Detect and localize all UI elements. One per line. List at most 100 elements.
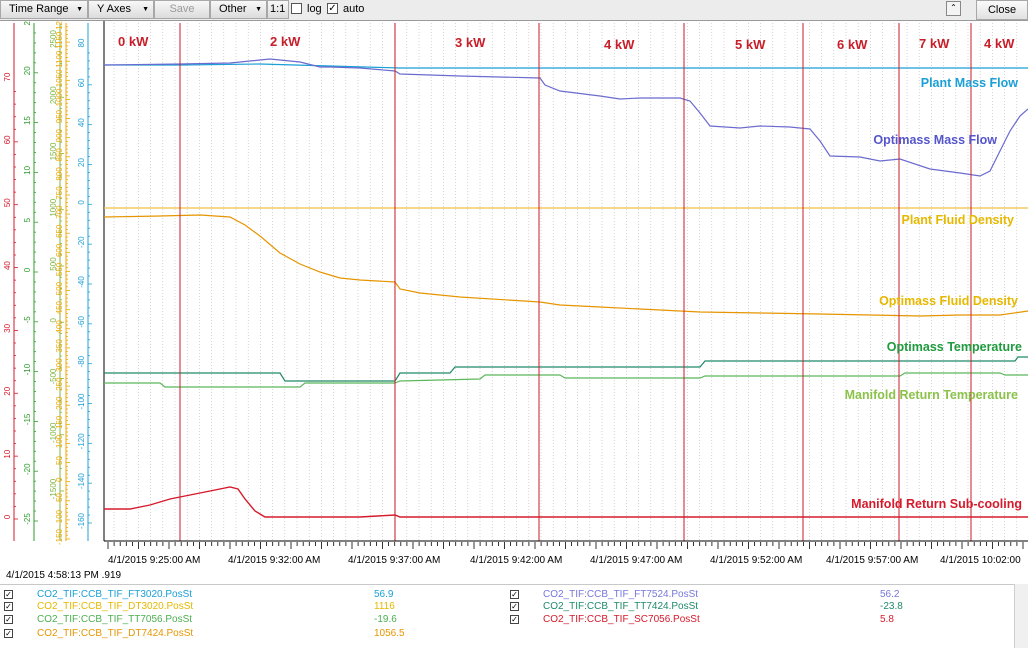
- axis-tick-label: -20: [77, 236, 86, 248]
- axis-tick-label: 1150: [55, 31, 64, 49]
- axis-tick-label: 1000: [49, 198, 58, 216]
- checkbox-icon[interactable]: ✓: [510, 602, 519, 611]
- axis-tick-label: -1500: [49, 478, 58, 499]
- axis-tick-label: 1500: [49, 142, 58, 160]
- axis-tick-label: 200: [55, 396, 64, 410]
- log-checkbox[interactable]: [291, 3, 302, 14]
- ratio-button[interactable]: 1:1: [267, 0, 289, 19]
- axis-tick-label: 20: [3, 386, 12, 395]
- annotation-plant-mass-flow: Plant Mass Flow: [921, 76, 1019, 90]
- segment-label: 6 kW: [837, 37, 868, 52]
- segment-label: 5 kW: [735, 37, 766, 52]
- time-tick-label: 4/1/2015 9:52:00 AM: [710, 555, 802, 566]
- cursor-timestamp: 4/1/2015 4:58:13 PM .919: [6, 570, 122, 581]
- checkbox-icon[interactable]: ✓: [4, 615, 13, 624]
- checkbox-icon[interactable]: ✓: [510, 615, 519, 624]
- legend-panel: ✓ CO2_TIF:CCB_TIF_FT3020.PosSt 56.9 ✓ CO2_T…: [0, 584, 1028, 649]
- axis-tick-label: 0: [55, 477, 64, 482]
- legend-value: -23.8: [880, 601, 903, 612]
- axis-tick-label: 850: [55, 148, 64, 162]
- segment-labels: 0 kW 2 kW 3 kW 4 kW 5 kW 6 kW 7 kW 4 kW: [118, 34, 1015, 52]
- checkbox-icon[interactable]: ✓: [4, 629, 13, 638]
- axis-tick-label: 350: [55, 339, 64, 353]
- axis-tick-label: 15: [23, 116, 32, 125]
- axis-tick-label: -5: [23, 316, 32, 324]
- axis-tick-label: 0: [3, 514, 12, 519]
- legend-scrollbar[interactable]: [1014, 584, 1028, 648]
- auto-checkbox[interactable]: ✓: [327, 3, 338, 14]
- annotation-optimass-fluid-density: Optimass Fluid Density: [879, 294, 1018, 308]
- axis-tick-label: 500: [55, 281, 64, 295]
- axis-tick-label: 750: [55, 186, 64, 200]
- collapse-icon[interactable]: ⌃: [946, 1, 961, 16]
- time-tick-label: 4/1/2015 10:02:00: [940, 555, 1021, 566]
- axis-tick-label: 2500: [49, 30, 58, 48]
- axis-tick-label: 20: [23, 66, 32, 75]
- axis-tick-label: 30: [3, 323, 12, 332]
- axis-tick-label: 1200: [55, 21, 64, 30]
- axis-tick-label: -15: [23, 413, 32, 425]
- axis-tick-label: -140: [77, 473, 86, 490]
- annotation-optimass-mass-flow: Optimass Mass Flow: [873, 133, 997, 147]
- time-tick-label: 4/1/2015 9:37:00 AM: [348, 555, 440, 566]
- segment-dividers: [179, 23, 972, 541]
- axis-tick-label: -150: [55, 528, 64, 545]
- time-tick-label: 4/1/2015 9:57:00 AM: [826, 555, 918, 566]
- axis-tick-label: -50: [55, 492, 64, 504]
- save-button[interactable]: Save: [154, 0, 210, 19]
- axis-tick-label: 300: [55, 358, 64, 372]
- segment-label: 2 kW: [270, 34, 301, 49]
- axis-tick-label: 700: [55, 205, 64, 219]
- chevron-down-icon: ▼: [255, 6, 262, 13]
- time-tick-label: 4/1/2015 9:42:00 AM: [470, 555, 562, 566]
- axis-tick-label: -100: [77, 393, 86, 410]
- time-tick-label: 4/1/2015 9:47:00 AM: [590, 555, 682, 566]
- axis-tick-label: 550: [55, 262, 64, 276]
- close-button[interactable]: Close: [976, 0, 1028, 20]
- log-label: log: [307, 3, 322, 15]
- axis-tick-label: -80: [77, 355, 86, 367]
- y-axes-dropdown[interactable]: Y Axes ▼: [88, 0, 154, 19]
- axis-tick-label: 50: [55, 456, 64, 465]
- axis-tick-label: -60: [77, 316, 86, 328]
- annotation-manifold-return-subcooling: Manifold Return Sub-cooling: [851, 497, 1022, 511]
- axis-tick-label: 40: [3, 261, 12, 270]
- time-axis: 4/1/2015 9:25:00 AM 4/1/2015 9:32:00 AM 4/…: [104, 540, 1028, 566]
- axis-tick-label: -25: [23, 513, 32, 525]
- axis-tick-label: 500: [49, 257, 58, 271]
- axis-tick-label: -20: [23, 463, 32, 475]
- axis-tick-label: 950: [55, 109, 64, 123]
- time-range-dropdown[interactable]: Time Range ▼: [0, 0, 88, 19]
- axis-tick-label: 400: [55, 320, 64, 334]
- segment-label: 0 kW: [118, 34, 149, 49]
- axis-tick-label: 800: [55, 167, 64, 181]
- y-axes-label: Y Axes: [97, 3, 132, 15]
- legend-tag-name: CO2_TIF:CCB_TIF_DT3020.PosSt: [37, 601, 194, 612]
- checkbox-icon[interactable]: ✓: [4, 590, 13, 599]
- optimass-mass-flow-line: [103, 58, 1028, 177]
- axis-tick-label: -120: [77, 433, 86, 450]
- optimass-fluid-density-line: [103, 214, 1028, 317]
- axis-tick-label: 70: [3, 72, 12, 81]
- grid-lines: [113, 23, 1018, 541]
- other-dropdown[interactable]: Other ▼: [210, 0, 267, 19]
- axis-tick-label: 10: [23, 165, 32, 174]
- annotation-optimass-temperature: Optimass Temperature: [887, 340, 1022, 354]
- axis-tick-label: 20: [77, 158, 86, 167]
- axis-tick-label: 0: [23, 267, 32, 272]
- checkbox-icon[interactable]: ✓: [4, 602, 13, 611]
- axis-tick-label: -1000: [49, 422, 58, 443]
- legend-tag-name: CO2_TIF:CCB_TIF_FT7524.PosSt: [543, 589, 699, 600]
- toolbar: Time Range ▼ Y Axes ▼ Save Other ▼ 1:1 log …: [0, 0, 1028, 21]
- axis-tick-label: 60: [3, 135, 12, 144]
- axis-tick-label: 250: [55, 377, 64, 391]
- axis-tick-label: -40: [77, 276, 86, 288]
- axis-tick-label: 40: [77, 118, 86, 127]
- checkbox-icon[interactable]: ✓: [510, 590, 519, 599]
- axis-tick-label: 10: [3, 449, 12, 458]
- manifold-return-subcooling-line: [104, 486, 1028, 518]
- segment-label: 4 kW: [984, 36, 1015, 51]
- legend-value: 56.9: [374, 589, 394, 600]
- axis-tick-label: 0: [77, 200, 86, 205]
- trend-chart[interactable]: 010203040506070-25-20-15-10-50510152025-…: [0, 21, 1028, 569]
